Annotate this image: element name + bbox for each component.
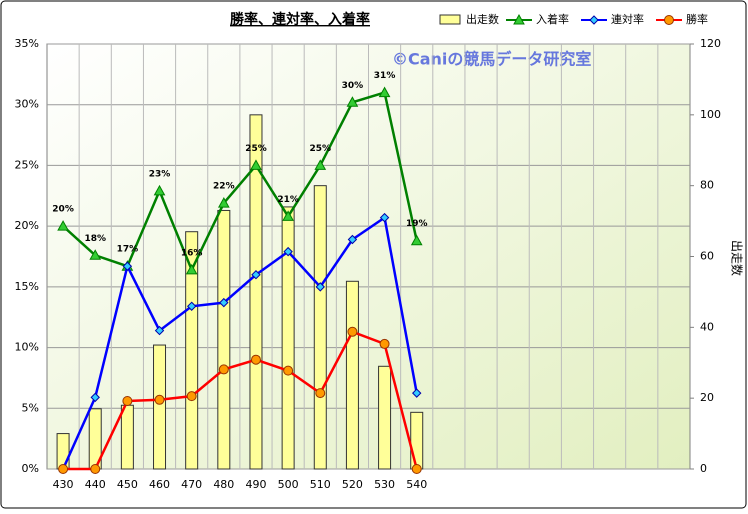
marker <box>90 464 101 474</box>
marker <box>250 159 262 170</box>
marker <box>58 464 69 474</box>
y-tick-label: 20% <box>15 219 39 232</box>
y2-tick-label: 60 <box>700 250 714 263</box>
legend-swatch <box>439 14 461 25</box>
x-tick-label: 490 <box>245 478 266 491</box>
marker <box>122 261 133 271</box>
data-label: 25% <box>310 144 332 154</box>
bar <box>249 114 263 470</box>
y2-tick-label: 0 <box>700 462 707 475</box>
legend-marker <box>513 13 525 25</box>
y-tick-label: 0% <box>22 462 39 475</box>
marker <box>410 234 423 246</box>
marker <box>251 270 261 280</box>
y-tick-label: 10% <box>15 341 39 354</box>
marker <box>315 388 326 399</box>
bar <box>56 433 70 470</box>
marker <box>282 210 294 221</box>
x-tick-label: 460 <box>149 478 170 491</box>
data-label: 18% <box>84 234 106 244</box>
marker <box>186 391 197 402</box>
marker <box>379 212 390 223</box>
data-label: 16% <box>181 248 203 258</box>
marker <box>346 96 359 107</box>
legend-label: 出走数 <box>466 12 499 26</box>
bar <box>153 344 167 470</box>
marker <box>57 220 69 231</box>
data-label: 19% <box>406 219 428 229</box>
marker <box>347 234 358 245</box>
marker <box>411 464 422 474</box>
bar <box>185 231 199 470</box>
data-label: 22% <box>213 182 235 192</box>
legend-label: 連対率 <box>611 12 644 26</box>
bar <box>281 206 295 470</box>
chart-title: 勝率、連対率、入着率 <box>230 11 370 28</box>
marker <box>379 338 390 349</box>
bar <box>313 185 327 470</box>
line <box>61 215 418 470</box>
x-tick-label: 540 <box>406 478 427 491</box>
y-tick-label: 30% <box>15 98 39 111</box>
bar <box>410 411 424 470</box>
marker <box>154 394 165 405</box>
line <box>63 330 418 471</box>
data-label: 30% <box>342 81 364 91</box>
marker <box>315 282 325 292</box>
data-label: 17% <box>117 245 139 255</box>
bar <box>217 209 231 470</box>
line <box>62 90 418 273</box>
x-tick-label: 530 <box>374 478 395 491</box>
y-tick-label: 15% <box>15 280 39 293</box>
y2-tick-label: 40 <box>700 320 714 333</box>
marker <box>250 354 261 365</box>
marker <box>314 159 327 170</box>
y2-axis-title: 出走数 <box>730 240 745 276</box>
marker <box>122 396 133 406</box>
marker <box>217 197 230 208</box>
x-tick-label: 510 <box>310 478 331 491</box>
bar <box>120 404 134 470</box>
data-label: 23% <box>149 169 171 179</box>
x-tick-label: 470 <box>181 478 202 491</box>
data-label: 25% <box>245 144 267 154</box>
y2-tick-label: 80 <box>700 179 714 192</box>
watermark: ©Caniの競馬データ研究室 <box>392 50 591 69</box>
marker <box>185 263 198 275</box>
marker <box>219 297 229 308</box>
y-tick-label: 5% <box>22 401 39 414</box>
marker <box>154 325 165 336</box>
marker <box>283 365 294 376</box>
x-tick-label: 430 <box>53 478 74 491</box>
data-label: 31% <box>374 71 396 81</box>
y-tick-label: 25% <box>15 158 39 171</box>
marker <box>153 184 166 196</box>
marker <box>283 246 293 257</box>
marker <box>90 392 100 403</box>
marker <box>412 388 422 398</box>
bar <box>345 280 359 470</box>
data-label: 20% <box>52 205 74 215</box>
marker <box>218 364 229 375</box>
y2-tick-label: 120 <box>700 37 721 50</box>
legend-marker <box>589 15 599 25</box>
x-tick-label: 520 <box>342 478 363 491</box>
x-tick-label: 480 <box>213 478 234 491</box>
x-tick-label: 440 <box>85 478 106 491</box>
x-tick-label: 450 <box>117 478 138 491</box>
legend-label: 勝率 <box>686 12 708 26</box>
x-tick-label: 500 <box>278 478 299 491</box>
bar <box>378 365 392 470</box>
legend-label: 入着率 <box>536 12 569 26</box>
data-label: 21% <box>277 195 299 205</box>
marker <box>89 249 102 260</box>
marker <box>186 301 197 311</box>
legend-marker <box>664 15 674 25</box>
marker <box>378 86 391 98</box>
y-tick-label: 35% <box>15 37 39 50</box>
marker <box>347 326 358 337</box>
y2-tick-label: 20 <box>700 391 714 404</box>
y2-tick-label: 100 <box>700 108 721 121</box>
